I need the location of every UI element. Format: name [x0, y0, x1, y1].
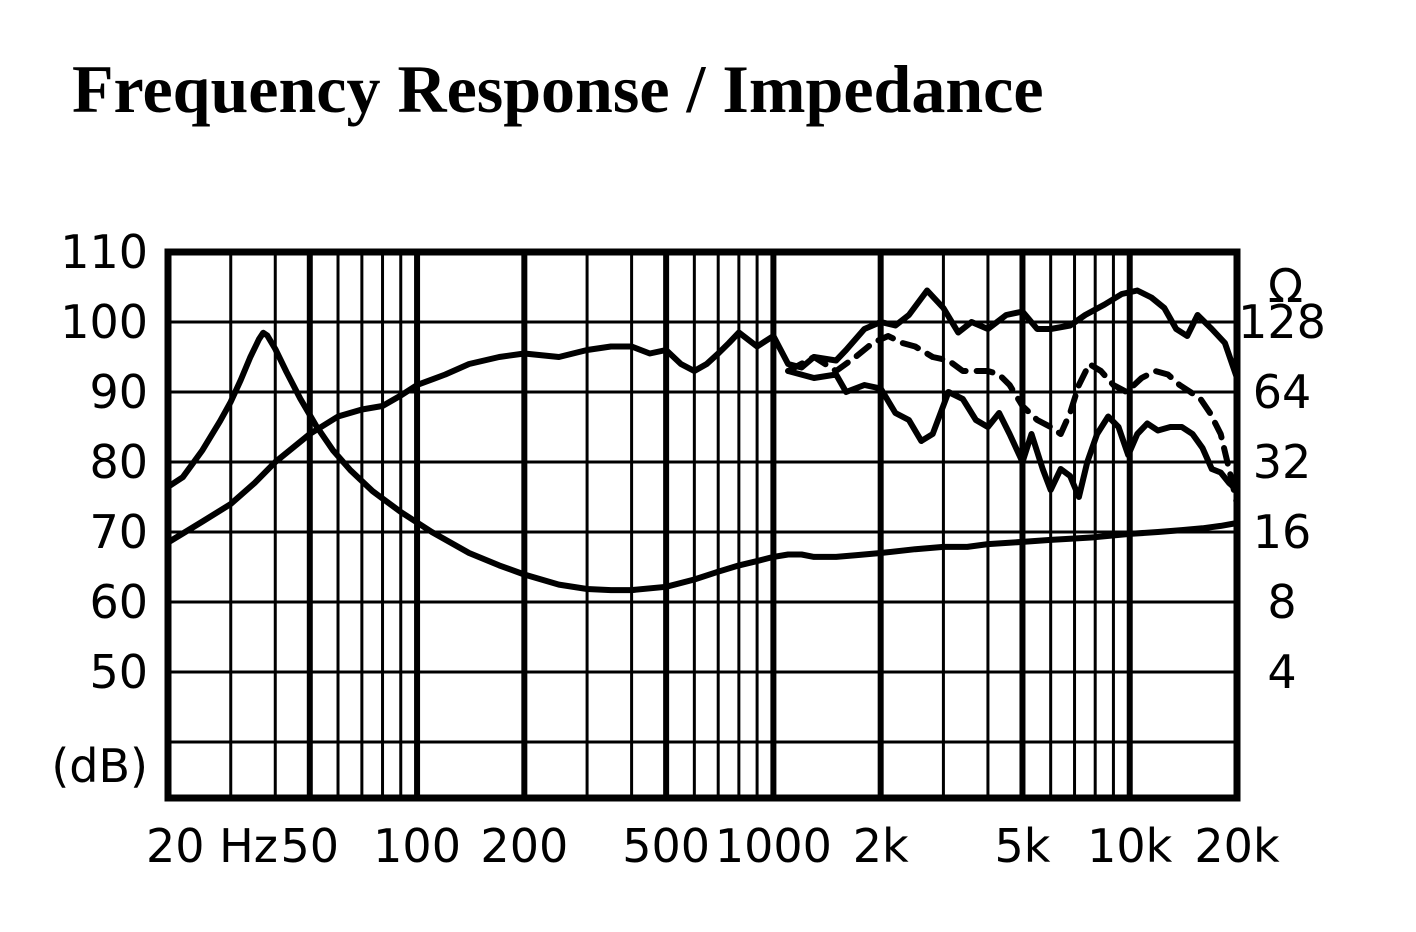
x-tick-label: 2k	[853, 819, 909, 873]
y2-tick-label: 64	[1253, 365, 1312, 419]
y2-tick-label: 4	[1267, 645, 1296, 699]
y2-tick-label: 8	[1267, 575, 1296, 629]
y-tick-labels: 110 100 90 80 70 60 50	[60, 225, 148, 699]
series-line-4	[165, 329, 1240, 594]
x-tick-labels: 20 Hz 50 100 200 500 1000 2k 5k 10k 20k	[146, 819, 1280, 873]
x-tick-label: 1000	[715, 819, 832, 873]
y-tick-label: 80	[89, 435, 148, 489]
y2-tick-label: 32	[1253, 435, 1312, 489]
y2-tick-label: 128	[1238, 295, 1326, 349]
y2-axis-unit: Ω	[1268, 259, 1303, 313]
x-tick-label: 50	[281, 819, 340, 873]
x-tick-label: 20 Hz	[146, 819, 278, 873]
x-tick-label: 20k	[1194, 819, 1280, 873]
y-tick-label: 100	[60, 295, 148, 349]
y2-tick-label: 16	[1253, 505, 1312, 559]
series-line-3	[785, 368, 1240, 500]
series-line-2	[785, 333, 1240, 507]
x-tick-label: 200	[480, 819, 568, 873]
y-tick-label: 70	[89, 505, 148, 559]
x-tick-label: 100	[373, 819, 461, 873]
y2-tick-labels: 128 64 32 16 8 4	[1238, 295, 1326, 699]
x-tick-label: 5k	[995, 819, 1051, 873]
plot-frame	[164, 248, 1241, 802]
y-tick-label: 50	[89, 645, 148, 699]
data-series	[165, 287, 1240, 594]
y-axis-label: (dB)	[51, 739, 148, 793]
x-tick-label: 10k	[1087, 819, 1173, 873]
series-line-1	[165, 287, 1240, 546]
grid-lines	[168, 252, 1237, 798]
x-tick-label: 500	[622, 819, 710, 873]
y-tick-label: 110	[60, 225, 148, 279]
chart-title: Frequency Response / Impedance	[72, 51, 1044, 127]
y-tick-label: 90	[89, 365, 148, 419]
y-tick-label: 60	[89, 575, 148, 629]
